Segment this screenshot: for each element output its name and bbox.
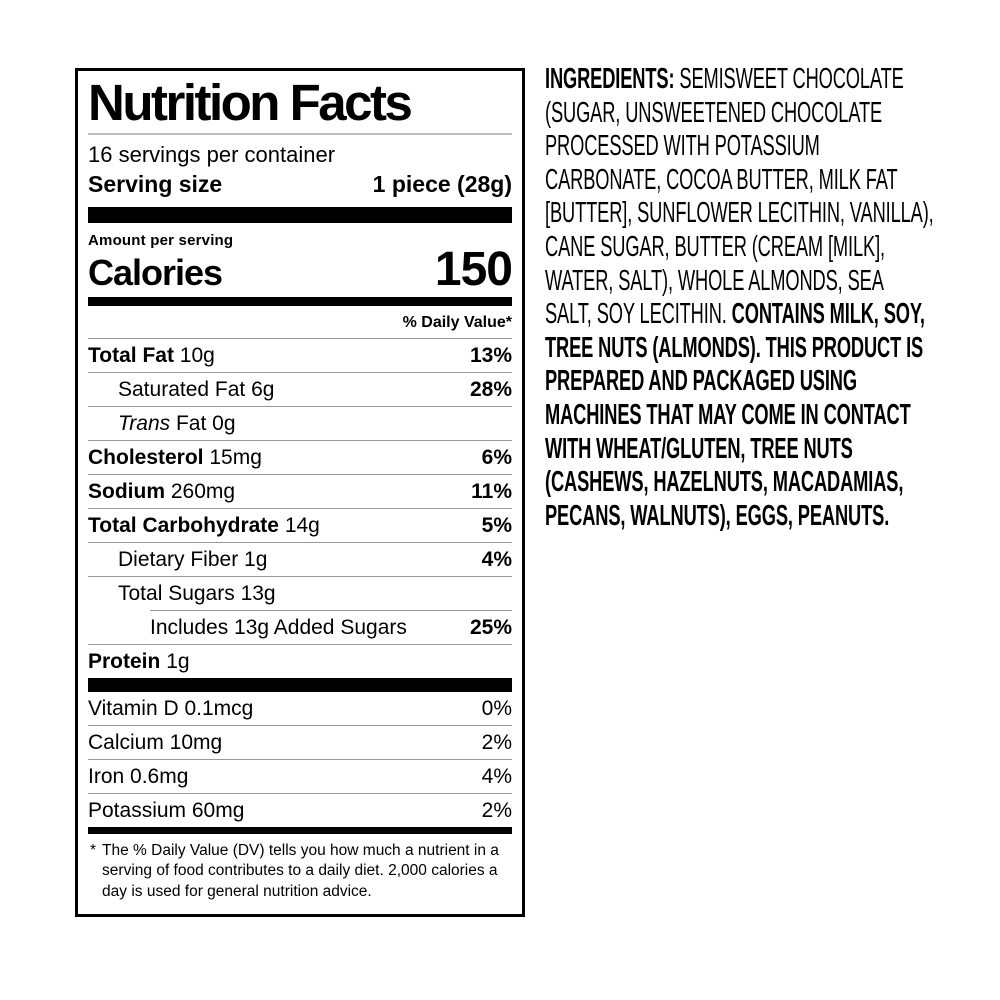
vitamin-row-potassium: Potassium 60mg 2% <box>88 793 512 827</box>
nutrient-amount: 260mg <box>170 480 236 504</box>
nutrient-amount: 1g <box>244 548 268 572</box>
vitamin-row-iron: Iron 0.6mg 4% <box>88 759 512 793</box>
nutrient-name: Trans <box>118 412 171 436</box>
calories-row: Calories 150 <box>88 243 513 297</box>
nutrient-row-protein: Protein 1g <box>88 644 512 678</box>
daily-value: 11% <box>471 480 512 504</box>
vitamin-name-amount: Iron 0.6mg <box>88 765 189 789</box>
nutrient-row-total-fat: Total Fat 10g 13% <box>88 338 512 372</box>
vitamin-row-vitamin-d: Vitamin D 0.1mcg 0% <box>88 692 512 725</box>
ingredients-list: SEMISWEET CHOCOLATE (SUGAR, UNSWEETENED … <box>545 63 934 331</box>
nutrient-name: Sodium <box>88 480 165 504</box>
serving-size-label: Serving size <box>88 171 223 198</box>
daily-value: 13% <box>469 344 512 368</box>
calories-value: 150 <box>434 243 513 297</box>
nutrient-row-dietary-fiber: Dietary Fiber 1g 4% <box>88 542 512 576</box>
divider-bar-thick <box>88 207 512 224</box>
divider-bar-thick <box>88 678 512 693</box>
daily-value-header: % Daily Value* <box>402 314 512 332</box>
serving-size-row: Serving size 1 piece (28g) <box>88 168 512 207</box>
calories-label: Calories <box>88 252 223 294</box>
daily-value: 2% <box>481 799 512 823</box>
amount-per-serving-label: Amount per serving <box>88 232 234 250</box>
nutrition-facts-panel: Nutrition Facts 16 servings per containe… <box>75 68 525 917</box>
daily-value: 0% <box>481 697 512 721</box>
nutrient-amount: 10g <box>179 344 215 368</box>
allergen-statement: CONTAINS MILK, SOY, TREE NUTS (ALMONDS).… <box>545 298 925 532</box>
nutrient-name: Saturated Fat <box>118 378 246 402</box>
nutrient-name: Cholesterol <box>88 446 204 470</box>
daily-value: 28% <box>469 378 512 402</box>
separator-inset <box>150 610 512 612</box>
nutrient-row-trans-fat: Trans Fat 0g <box>88 406 512 440</box>
ingredients-statement: INGREDIENTS: SEMISWEET CHOCOLATE (SUGAR,… <box>545 63 934 533</box>
nutrient-amount: 13g <box>240 582 276 606</box>
servings-per-container: 16 servings per container <box>88 142 336 168</box>
vitamin-name-amount: Vitamin D 0.1mcg <box>88 697 254 721</box>
nutrient-row-sodium: Sodium 260mg 11% <box>88 474 512 508</box>
nutrient-row-cholesterol: Cholesterol 15mg 6% <box>88 440 512 474</box>
divider-bar-thin <box>88 827 512 835</box>
daily-value: 25% <box>469 616 512 640</box>
footnote-asterisk: * <box>90 842 97 860</box>
footnote-text: The % Daily Value (DV) tells you how muc… <box>102 842 499 900</box>
nutrient-name: Total Carbohydrate <box>88 514 279 538</box>
ingredients-heading: INGREDIENTS: <box>545 63 680 95</box>
title-divider <box>88 133 512 136</box>
nutrient-amount: 14g <box>284 514 320 538</box>
nutrient-name: Total Fat <box>88 344 174 368</box>
nutrient-row-added-sugars: Includes 13g Added Sugars 25% <box>88 611 512 644</box>
nutrient-amount: 1g <box>166 650 190 674</box>
nutrient-name: Dietary Fiber <box>118 548 239 572</box>
daily-value-footnote: * The % Daily Value (DV) tells you how m… <box>88 834 512 913</box>
nutrient-row-saturated-fat: Saturated Fat 6g 28% <box>88 372 512 406</box>
nutrition-facts-title: Nutrition Facts <box>88 74 413 131</box>
nutrient-amount: 15mg <box>209 446 262 470</box>
divider-bar-medium <box>88 297 512 307</box>
daily-value: 4% <box>481 765 512 789</box>
vitamin-name-amount: Potassium 60mg <box>88 799 245 823</box>
serving-size-value: 1 piece (28g) <box>372 171 512 198</box>
nutrient-row-total-sugars: Total Sugars 13g <box>88 576 512 610</box>
nutrient-amount: Fat 0g <box>175 412 236 436</box>
nutrient-name: Total Sugars <box>118 582 235 606</box>
vitamin-row-calcium: Calcium 10mg 2% <box>88 725 512 759</box>
nutrient-name: Includes 13g Added Sugars <box>150 616 407 640</box>
nutrient-amount: 6g <box>251 378 275 402</box>
daily-value: 6% <box>481 446 512 470</box>
daily-value: 2% <box>481 731 512 755</box>
daily-value: 4% <box>481 548 512 572</box>
vitamin-name-amount: Calcium 10mg <box>88 731 223 755</box>
daily-value: 5% <box>481 514 512 538</box>
nutrient-name: Protein <box>88 650 161 674</box>
nutrient-row-total-carbohydrate: Total Carbohydrate 14g 5% <box>88 508 512 542</box>
